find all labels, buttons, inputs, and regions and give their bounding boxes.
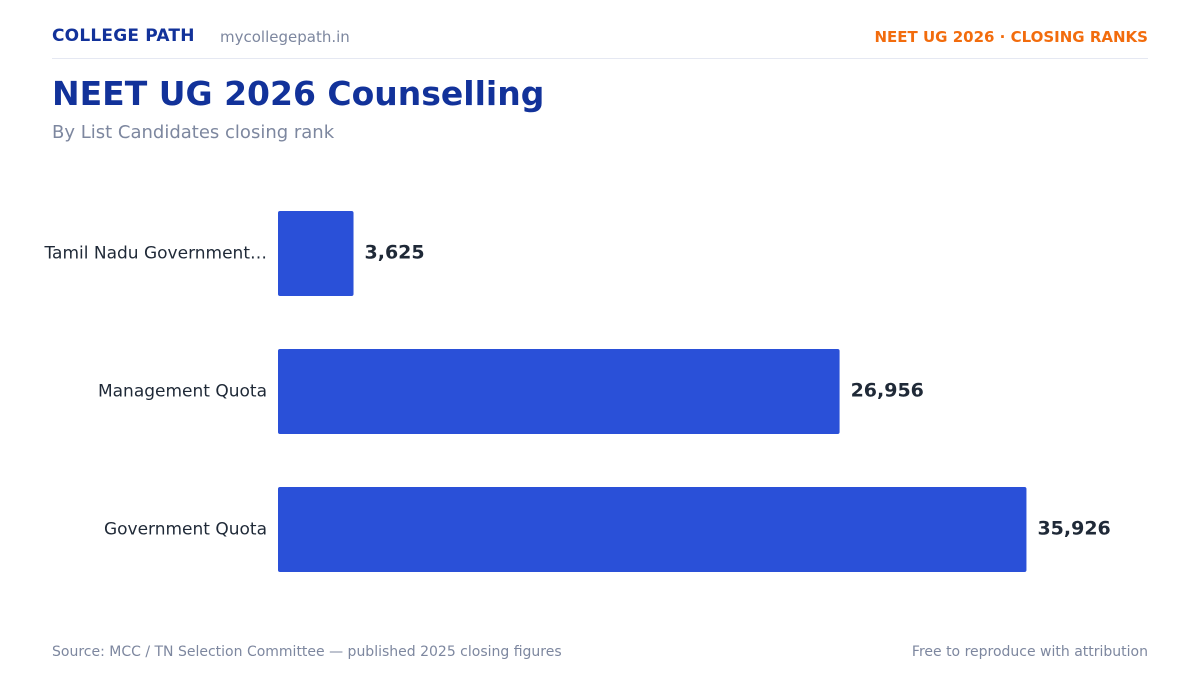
bar-1 — [278, 349, 840, 434]
bar-2 — [278, 487, 1027, 572]
chart-title: NEET UG 2026 Counselling — [52, 74, 545, 113]
category-label-2: Government Quota — [104, 520, 267, 540]
chart-subtitle: By List Candidates closing rank — [52, 122, 335, 143]
bar-0 — [278, 211, 354, 296]
brand-name: COLLEGE PATH — [52, 26, 195, 46]
value-label-0: 3,625 — [365, 242, 425, 264]
header-divider — [52, 58, 1148, 59]
value-label-1: 26,956 — [851, 380, 924, 402]
site-url: mycollegepath.in — [220, 28, 350, 46]
source-note: Source: MCC / TN Selection Committee — p… — [52, 644, 562, 660]
header-tag: NEET UG 2026 · CLOSING RANKS — [874, 28, 1148, 46]
category-label-0: Tamil Nadu Government… — [43, 244, 267, 264]
attribution-note: Free to reproduce with attribution — [911, 644, 1148, 660]
category-label-1: Management Quota — [98, 382, 267, 402]
value-label-2: 35,926 — [1037, 518, 1110, 540]
